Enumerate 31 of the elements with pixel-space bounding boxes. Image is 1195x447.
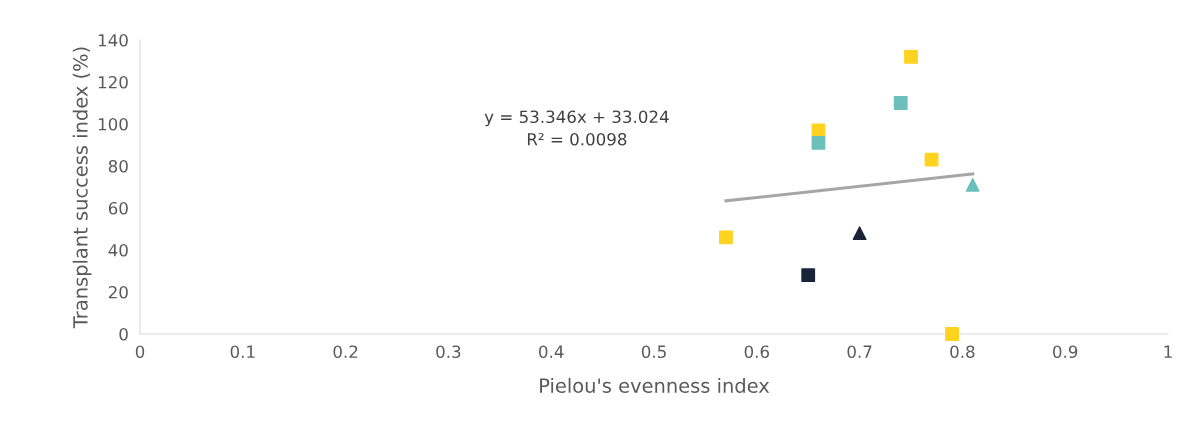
point <box>893 96 908 110</box>
x-tick-label: 0.2 <box>333 345 358 359</box>
point <box>719 230 733 245</box>
x-tick-label: 0.9 <box>1053 345 1078 359</box>
y-axis-title: Transplant success index (%) <box>72 47 92 329</box>
x-tick-label: 0.8 <box>950 345 975 359</box>
y-tick-label: 100 <box>98 117 128 131</box>
y-tick-label: 20 <box>108 285 128 299</box>
point <box>852 226 867 241</box>
x-tick-label: 0.5 <box>641 345 666 359</box>
point <box>924 152 939 167</box>
x-tick-label: 0.4 <box>539 345 564 359</box>
y-tick-label: 60 <box>108 201 128 215</box>
point <box>801 268 816 283</box>
point <box>811 135 826 150</box>
x-tick-label: 0.3 <box>436 345 461 359</box>
y-tick-label: 40 <box>108 243 128 257</box>
x-tick-label: 0.7 <box>847 345 872 359</box>
y-tick-label: 80 <box>108 159 128 173</box>
point <box>945 327 960 341</box>
point <box>904 49 918 64</box>
point <box>965 177 980 192</box>
x-tick-label: 0.1 <box>230 345 255 359</box>
x-tick-label: 1 <box>1164 345 1172 358</box>
annotation: y = 53.346x + 33.024 R² = 0.0098 <box>484 110 669 146</box>
y-tick-label: 140 <box>98 33 128 47</box>
x-tick-label: 0 <box>135 345 145 359</box>
y-tick-label: 120 <box>98 75 128 89</box>
y-tick-label: 0 <box>119 327 128 341</box>
x-tick-label: 0.6 <box>744 345 769 359</box>
x-axis-title: Pielou's evenness index <box>540 377 770 393</box>
